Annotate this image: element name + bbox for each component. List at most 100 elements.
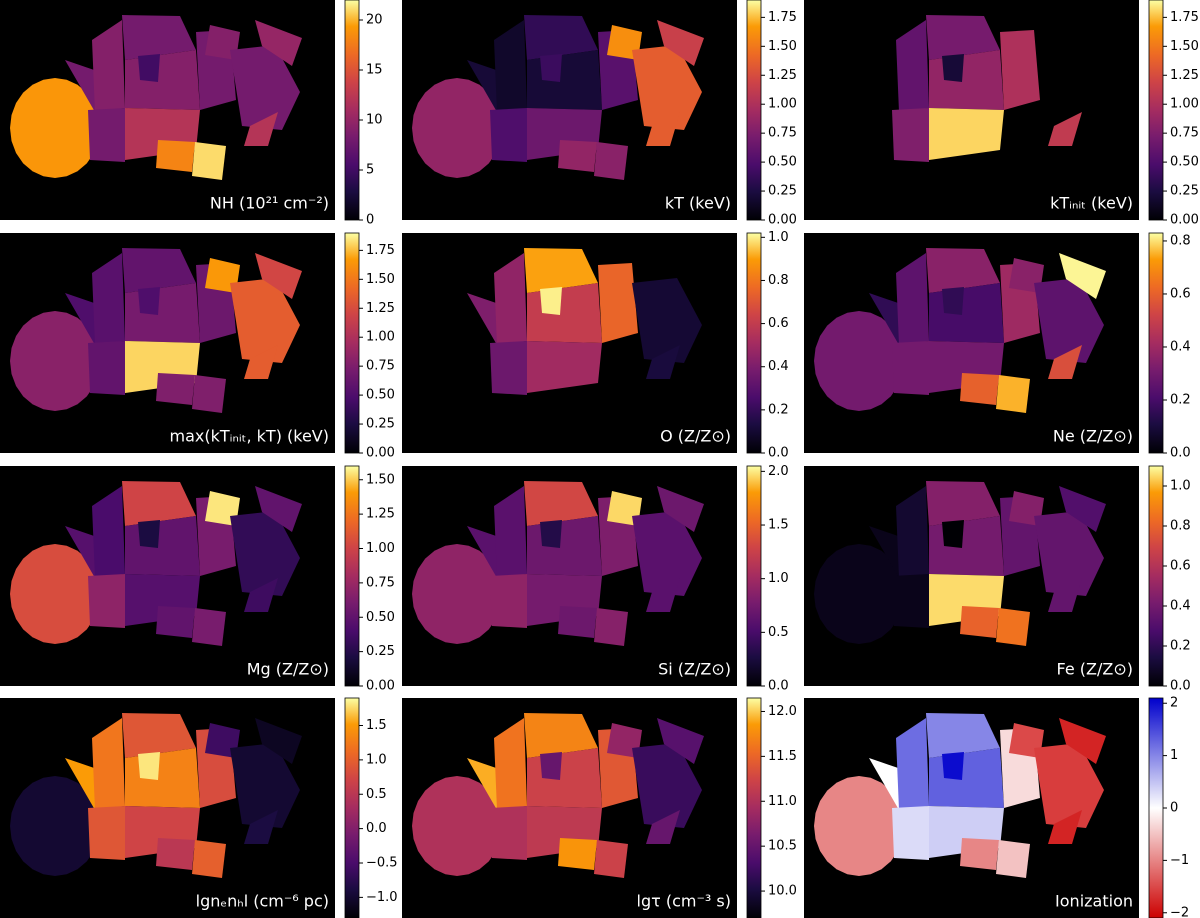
map-region bbox=[230, 278, 300, 363]
colorbar-tick-label: 1.00 bbox=[768, 97, 797, 112]
colorbar-tick-label: 1.25 bbox=[366, 301, 395, 316]
map-region bbox=[896, 20, 929, 112]
colorbar-tick-label: 1.75 bbox=[366, 243, 395, 258]
map-region bbox=[494, 20, 527, 112]
colorbar-tick-label: 0.8 bbox=[1170, 519, 1191, 534]
map-region bbox=[942, 520, 964, 548]
panel-label: Si (Z/Z⊙) bbox=[658, 660, 731, 679]
map-region bbox=[1048, 112, 1082, 146]
map-region bbox=[88, 341, 125, 395]
map-region bbox=[156, 140, 195, 172]
map-region bbox=[255, 20, 302, 66]
map-region bbox=[192, 608, 226, 646]
panel-label: Ne (Z/Z⊙) bbox=[1053, 427, 1133, 446]
map-region bbox=[869, 293, 904, 345]
panel-label: kT (keV) bbox=[665, 194, 731, 213]
map-region bbox=[942, 54, 964, 82]
colorbar-tick-label: 0.0 bbox=[768, 446, 789, 461]
colorbar bbox=[344, 0, 360, 221]
colorbar-tick-label: 20 bbox=[366, 13, 383, 28]
colorbar-tick-label: 11.0 bbox=[768, 794, 797, 809]
map-region bbox=[929, 283, 1004, 343]
map-region bbox=[527, 341, 602, 393]
map-region bbox=[1048, 578, 1082, 612]
map-region bbox=[960, 606, 999, 638]
colorbar-tick-label: 11.5 bbox=[768, 749, 797, 764]
map-region bbox=[996, 840, 1030, 878]
panel-label: O (Z/Z⊙) bbox=[660, 427, 731, 446]
colorbar-tick-label: 0.00 bbox=[768, 213, 797, 228]
map-region bbox=[926, 248, 1000, 293]
map-region bbox=[230, 511, 300, 596]
map-region bbox=[92, 20, 125, 112]
colorbar bbox=[344, 465, 360, 687]
map-region bbox=[412, 78, 502, 178]
map-region bbox=[467, 293, 502, 345]
map-region bbox=[92, 718, 125, 810]
map-region bbox=[92, 253, 125, 345]
map-region bbox=[540, 520, 562, 548]
colorbar-tick-label: 12.0 bbox=[768, 704, 797, 719]
map-region bbox=[1059, 253, 1106, 299]
colorbar-tick-label: 0.25 bbox=[366, 417, 395, 432]
map-region bbox=[92, 486, 125, 578]
colorbar bbox=[1148, 697, 1164, 918]
colorbar-tick-label: 0.6 bbox=[1170, 286, 1191, 301]
map-region bbox=[125, 50, 200, 110]
map-region bbox=[10, 776, 100, 876]
map-region bbox=[960, 838, 999, 870]
map-region bbox=[524, 15, 598, 60]
colorbar-tick-label: 0.8 bbox=[768, 273, 789, 288]
map-region bbox=[632, 743, 702, 828]
colorbar-tick-label: 1.5 bbox=[366, 718, 387, 733]
map-region bbox=[494, 718, 527, 810]
map-region bbox=[996, 608, 1030, 646]
map-region bbox=[896, 486, 929, 578]
colorbar bbox=[1148, 0, 1164, 221]
map-region bbox=[467, 526, 502, 578]
colorbar-tick-label: 0.4 bbox=[1170, 339, 1191, 354]
map-region bbox=[892, 108, 929, 162]
map-region bbox=[125, 516, 200, 576]
map-region bbox=[255, 486, 302, 532]
map-region bbox=[646, 112, 680, 146]
map-region bbox=[598, 263, 638, 343]
colorbar-tick-label: 0.4 bbox=[768, 359, 789, 374]
map-region bbox=[996, 375, 1030, 413]
map-region bbox=[65, 293, 100, 345]
colorbar-tick-label: −1.0 bbox=[366, 890, 398, 905]
map-region bbox=[156, 373, 195, 405]
map-region bbox=[1059, 486, 1106, 532]
map-region bbox=[244, 112, 278, 146]
map-region bbox=[88, 574, 125, 628]
map-region bbox=[527, 283, 602, 343]
colorbar-tick-label: 0.2 bbox=[768, 402, 789, 417]
map-region bbox=[122, 713, 196, 758]
map-region bbox=[244, 345, 278, 379]
map-region bbox=[929, 50, 1004, 110]
colorbar-tick-label: 1.25 bbox=[768, 68, 797, 83]
map-region bbox=[125, 748, 200, 808]
colorbar-tick-label: 10 bbox=[366, 113, 383, 128]
map-region bbox=[594, 608, 628, 646]
panel-label: NH (10²¹ cm⁻²) bbox=[210, 194, 329, 213]
panel-label: Fe (Z/Z⊙) bbox=[1057, 660, 1133, 679]
map-region bbox=[255, 253, 302, 299]
map-region bbox=[926, 481, 1000, 526]
colorbar-tick-label: 1.0 bbox=[768, 230, 789, 245]
map-region bbox=[657, 20, 704, 66]
panel-label: max(kTᵢₙᵢₜ, kT) (keV) bbox=[170, 427, 329, 446]
map-region bbox=[244, 578, 278, 612]
map-region bbox=[632, 511, 702, 596]
colorbar-tick-label: 0.0 bbox=[1170, 446, 1191, 461]
panel-label: Ionization bbox=[1055, 892, 1133, 911]
colorbar-tick-label: 1.75 bbox=[1170, 10, 1199, 25]
colorbar-tick-label: 0.0 bbox=[768, 679, 789, 694]
map-region bbox=[65, 758, 100, 810]
colorbar bbox=[344, 697, 360, 918]
map-region bbox=[1034, 511, 1104, 596]
map-region bbox=[926, 713, 1000, 758]
colorbar bbox=[746, 0, 762, 221]
colorbar-tick-label: 1.0 bbox=[366, 752, 387, 767]
